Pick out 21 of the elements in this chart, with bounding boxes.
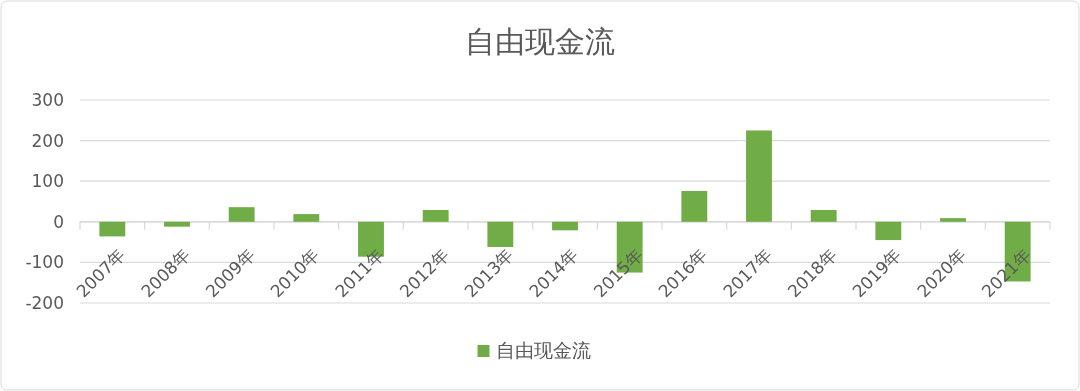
y-tick-label: -100 bbox=[25, 252, 64, 273]
bar bbox=[228, 207, 255, 222]
bar bbox=[940, 218, 966, 222]
bar bbox=[293, 214, 320, 222]
bar bbox=[487, 221, 514, 247]
legend-label: 自由现金流 bbox=[495, 339, 591, 361]
bar bbox=[681, 190, 708, 222]
bar bbox=[746, 130, 772, 222]
y-tick-label: -200 bbox=[25, 293, 64, 313]
y-tick-label: 100 bbox=[31, 171, 64, 192]
legend: 自由现金流 bbox=[477, 339, 591, 361]
bar bbox=[99, 221, 126, 237]
chart-title: 自由现金流 bbox=[465, 24, 615, 59]
bar bbox=[810, 210, 837, 222]
bar bbox=[875, 221, 902, 241]
bar bbox=[164, 221, 190, 227]
y-tick-label: 300 bbox=[31, 90, 64, 110]
bar bbox=[422, 210, 449, 222]
y-tick-label: 0 bbox=[53, 211, 64, 232]
bar bbox=[552, 221, 578, 231]
y-tick-label: 200 bbox=[31, 130, 64, 151]
